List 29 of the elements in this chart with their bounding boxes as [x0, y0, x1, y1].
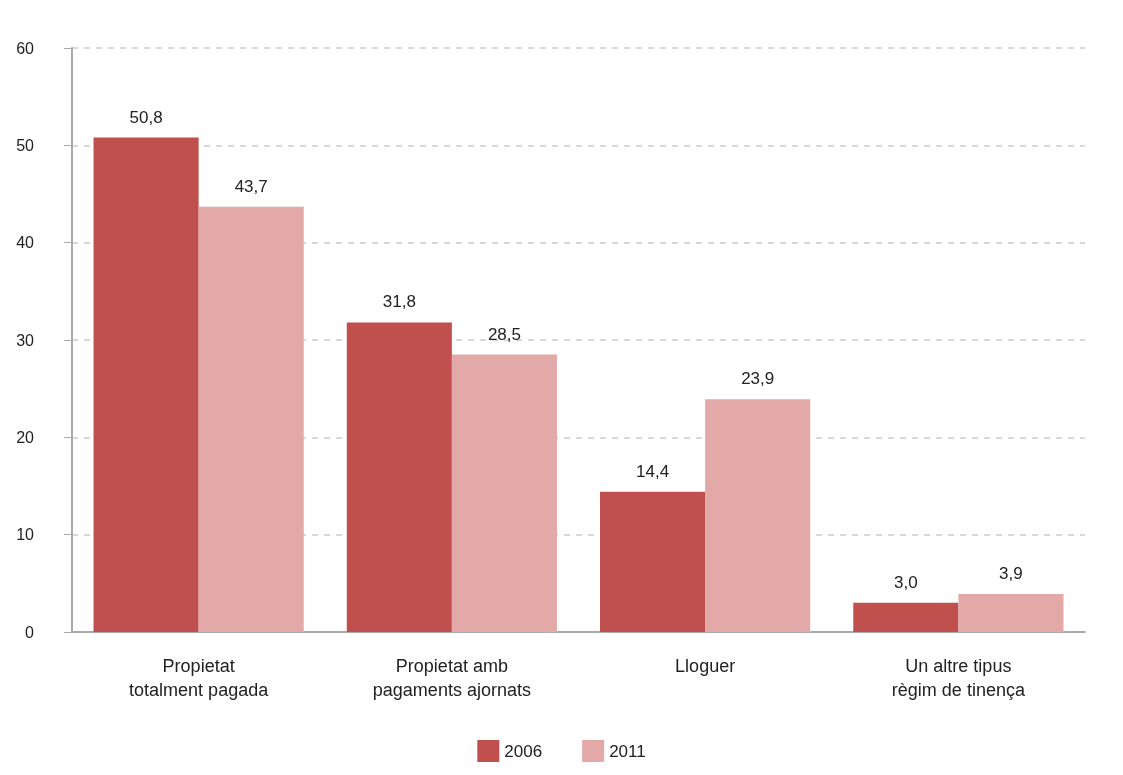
legend-label: 2006 — [504, 741, 543, 761]
bar — [451, 354, 557, 632]
bar — [958, 594, 1064, 632]
data-label: 28,5 — [487, 324, 521, 344]
bar — [853, 602, 959, 632]
y-tick-label: 60 — [16, 39, 35, 57]
data-label: 43,7 — [234, 176, 268, 196]
data-label: 3,9 — [999, 564, 1023, 584]
data-label: 3,0 — [894, 572, 918, 592]
data-label: 50,8 — [129, 107, 163, 127]
legend-label: 2011 — [609, 741, 646, 761]
bar — [93, 137, 199, 632]
bar — [346, 322, 452, 632]
data-label: 23,9 — [741, 369, 775, 389]
bar — [600, 491, 706, 632]
x-tick-label: Un altre tipus règim de tinença — [891, 656, 1026, 700]
data-label: 14,4 — [636, 461, 670, 481]
y-tick-label: 20 — [16, 428, 35, 446]
y-tick-label: 0 — [25, 623, 35, 641]
x-tick-label: Propietat amb pagaments ajornats — [372, 656, 531, 700]
y-tick-label: 50 — [16, 136, 35, 154]
x-tick-label: Propietat totalment pagada — [129, 656, 270, 700]
y-tick-label: 30 — [16, 331, 35, 349]
y-tick-label: 40 — [16, 234, 35, 252]
bar — [198, 206, 304, 632]
data-label: 31,8 — [382, 292, 416, 312]
y-tick-label: 10 — [16, 526, 35, 544]
bar — [705, 399, 811, 632]
x-tick-label: Lloguer — [675, 656, 736, 676]
